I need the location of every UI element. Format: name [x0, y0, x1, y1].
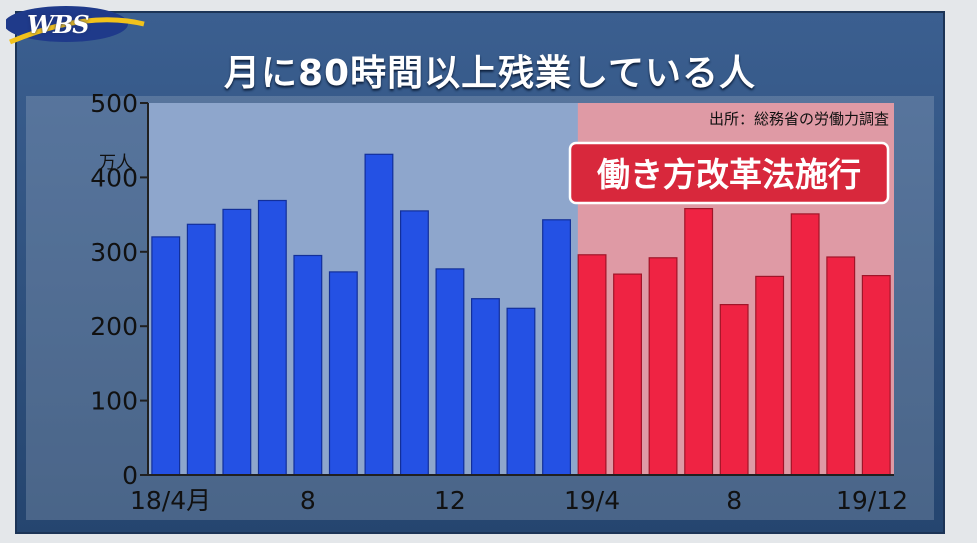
bar-19-9: [755, 275, 785, 476]
bar-19-5: [613, 273, 643, 476]
y-tick-label: 400: [90, 163, 138, 192]
bar-18-6: [222, 208, 252, 476]
y-tick-label: 200: [90, 312, 138, 341]
bar-19-7: [684, 208, 714, 476]
wbs-logo: [6, 6, 145, 45]
x-tick-label: 8: [726, 486, 742, 515]
bar-18-8: [293, 254, 323, 476]
y-unit-label: 万人: [99, 153, 133, 173]
bar-19-12: [861, 275, 891, 476]
y-tick-label: 0: [122, 461, 138, 490]
chart-title: 月に80時間以上残業している人: [223, 53, 757, 94]
logo-text: WBS: [27, 10, 90, 39]
y-tick-label: 500: [90, 89, 138, 118]
bar-18-12: [435, 268, 465, 476]
bar-18-11: [400, 210, 429, 476]
x-tick-label: 19/4: [564, 486, 620, 515]
annotation-box: [568, 141, 890, 205]
bar-19-8: [719, 304, 749, 476]
bar-18-10: [364, 153, 394, 476]
y-tick-label: 100: [90, 387, 138, 416]
bar-19-2: [506, 307, 536, 476]
bar-19-11: [826, 256, 856, 476]
bar-18-7: [257, 199, 287, 476]
x-tick-label: 12: [434, 486, 466, 515]
bar-18-4: [151, 236, 181, 476]
x-tick-label: 19/12: [836, 486, 908, 515]
bar-18-5: [186, 223, 216, 476]
bar-18-9: [328, 271, 358, 476]
y-tick-label: 300: [90, 238, 138, 267]
bar-19-1: [471, 298, 500, 476]
annotation-text: 働き方改革法施行: [597, 155, 861, 194]
bar-19-4: [577, 254, 607, 476]
source-note: 出所：総務省の労働力調査: [709, 110, 889, 128]
bar-19-3: [542, 219, 572, 476]
bar-19-10: [790, 213, 820, 476]
x-tick-label: 8: [300, 486, 316, 515]
x-tick-label: 18/4月: [130, 486, 211, 515]
bar-19-6: [648, 257, 678, 476]
